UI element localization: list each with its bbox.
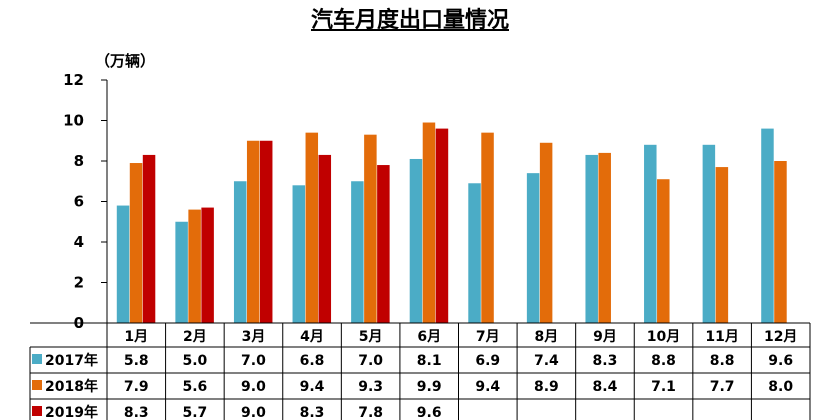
data-label: 9.4	[300, 379, 325, 395]
data-label: 9.4	[475, 379, 500, 395]
data-label: 9.9	[417, 379, 442, 395]
data-label: 8.8	[651, 353, 676, 369]
x-tick-label: 5月	[359, 329, 383, 345]
x-tick-label: 11月	[705, 329, 738, 345]
x-tick-label: 2月	[183, 329, 207, 345]
data-label: 7.4	[534, 353, 559, 369]
data-label: 8.3	[593, 353, 618, 369]
bar-2019-4	[318, 154, 332, 323]
data-label: 8.3	[300, 405, 325, 420]
bar-2017-9	[585, 154, 598, 323]
data-label: 5.8	[124, 353, 149, 369]
bar-2018-5	[364, 134, 377, 323]
bar-2017-2	[175, 221, 188, 323]
x-tick-label: 9月	[593, 329, 617, 345]
x-tick-label: 7月	[476, 329, 500, 345]
data-label: 6.9	[475, 353, 500, 369]
data-label: 8.3	[124, 405, 149, 420]
bar-2018-4	[305, 132, 319, 323]
bar-2018-7	[481, 132, 494, 323]
bar-2017-7	[468, 183, 481, 323]
legend-swatch-2018	[32, 380, 42, 390]
data-label: 8.8	[710, 353, 735, 369]
y-tick-label: 12	[63, 71, 84, 89]
data-label: 5.7	[182, 405, 207, 420]
data-label: 7.8	[358, 405, 383, 420]
bar-2018-8	[539, 142, 553, 323]
bar-2017-10	[644, 144, 657, 323]
y-tick-label: 4	[74, 233, 84, 251]
bar-2018-9	[598, 152, 611, 323]
data-label: 8.1	[417, 353, 442, 369]
y-tick-label: 6	[74, 193, 84, 211]
data-label: 8.9	[534, 379, 559, 395]
data-label: 9.0	[241, 379, 266, 395]
legend-label: 2018年	[45, 378, 98, 395]
bar-2019-5	[377, 165, 390, 323]
bar-2018-2	[188, 209, 201, 323]
y-axis-label: （万辆）	[95, 52, 155, 70]
data-label: 7.1	[651, 379, 676, 395]
bar-2017-1	[116, 205, 130, 323]
legend-swatch-2019	[32, 406, 42, 416]
bar-2017-5	[351, 181, 364, 323]
x-tick-label: 8月	[535, 329, 559, 345]
x-tick-label: 10月	[647, 329, 680, 345]
bar-2018-1	[129, 163, 143, 323]
bar-2019-3	[259, 140, 273, 323]
data-label: 9.6	[417, 405, 442, 420]
bar-2018-6	[422, 122, 436, 324]
data-label: 9.0	[241, 405, 266, 420]
bar-2017-6	[409, 158, 423, 323]
data-label: 7.7	[710, 379, 735, 395]
bar-2018-10	[657, 179, 670, 323]
bar-2019-2	[201, 207, 214, 323]
bar-2017-8	[526, 173, 540, 323]
data-label: 5.6	[182, 379, 207, 395]
data-label: 9.3	[358, 379, 383, 395]
bar-2018-11	[715, 167, 729, 323]
x-tick-label: 1月	[124, 329, 148, 345]
y-tick-label: 10	[63, 112, 84, 130]
data-label: 8.0	[768, 379, 793, 395]
data-label: 7.0	[358, 353, 383, 369]
data-label: 8.4	[593, 379, 618, 395]
y-tick-label: 2	[74, 274, 84, 292]
data-label: 9.6	[768, 353, 793, 369]
bar-2019-6	[435, 128, 449, 323]
legend-swatch-2017	[32, 354, 42, 364]
bar-2017-3	[233, 181, 247, 323]
legend-label: 2019年	[45, 404, 98, 420]
x-tick-label: 12月	[764, 329, 797, 345]
data-label: 7.9	[124, 379, 149, 395]
bar-2018-12	[774, 161, 787, 323]
bar-2017-4	[292, 185, 306, 323]
x-tick-label: 4月	[300, 329, 324, 345]
legend-label: 2017年	[45, 352, 98, 369]
x-tick-label: 6月	[417, 329, 441, 345]
bar-2018-3	[246, 140, 260, 323]
y-tick-label: 8	[74, 152, 84, 170]
data-label: 7.0	[241, 353, 266, 369]
chart-title: 汽车月度出口量情况	[310, 8, 509, 33]
bar-2019-1	[142, 154, 156, 323]
bar-2017-11	[702, 144, 716, 323]
x-tick-label: 3月	[242, 329, 266, 345]
data-label: 5.0	[182, 353, 207, 369]
data-label: 6.8	[300, 353, 325, 369]
bar-2017-12	[761, 128, 774, 323]
